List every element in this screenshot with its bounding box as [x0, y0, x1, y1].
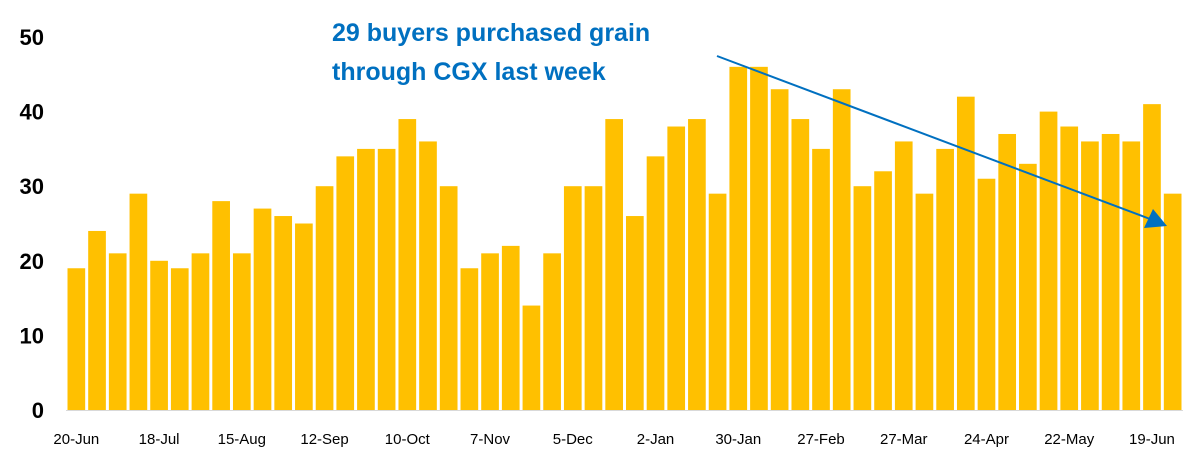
bar [253, 208, 272, 410]
x-tick-label: 22-May [1044, 431, 1095, 448]
bar [501, 245, 520, 410]
annotation-arrow-line [716, 55, 1151, 220]
bar [295, 223, 313, 410]
x-tick-label: 2-Jan [637, 431, 675, 448]
bar [584, 186, 603, 410]
bar [998, 133, 1017, 411]
bar [1019, 163, 1037, 410]
bar [150, 260, 168, 410]
bar [936, 148, 954, 410]
bar [812, 148, 830, 410]
bar [750, 66, 768, 410]
bar [667, 126, 686, 411]
annotation-arrow-head [1144, 209, 1167, 228]
bar [377, 148, 396, 410]
bar [315, 186, 334, 410]
bar [791, 119, 810, 410]
bar [191, 253, 210, 410]
bar [874, 171, 892, 410]
x-tick-label: 5-Dec [553, 431, 594, 448]
bar [1122, 141, 1141, 410]
y-tick-label: 50 [20, 25, 44, 50]
bar [212, 201, 230, 410]
bar [894, 141, 913, 410]
bar [832, 89, 851, 410]
bar [626, 216, 644, 410]
x-tick-label: 30-Jan [715, 431, 761, 448]
bar [605, 119, 623, 410]
bar [108, 253, 127, 410]
bar [170, 268, 189, 410]
x-tick-label: 12-Sep [300, 431, 348, 448]
bar [439, 186, 458, 410]
x-axis-ticks: 20-Jun 18-Jul 15-Aug 12-Sep 10-Oct 7-Nov 5-Dec… [53, 431, 1175, 448]
bar [88, 230, 106, 410]
bar [956, 96, 975, 411]
x-tick-label: 27-Feb [797, 431, 845, 448]
bar [129, 193, 148, 410]
x-tick-label: 18-Jul [139, 431, 180, 448]
bars [67, 66, 1182, 411]
bar [522, 305, 541, 410]
x-tick-label: 10-Oct [385, 431, 431, 448]
bar [274, 216, 293, 410]
y-tick-label: 0 [32, 398, 44, 423]
y-tick-label: 40 [20, 100, 44, 125]
y-axis-ticks: 0 10 20 30 40 50 [20, 25, 44, 423]
bar [1081, 141, 1099, 410]
y-tick-label: 10 [20, 323, 44, 348]
bar [481, 253, 499, 410]
bar [915, 193, 934, 410]
x-tick-label: 15-Aug [218, 431, 266, 448]
bar [853, 186, 872, 410]
bar [460, 268, 479, 410]
bar [232, 253, 251, 410]
x-tick-label: 7-Nov [470, 431, 511, 448]
bar [708, 193, 727, 410]
bar [419, 141, 437, 410]
bar [1101, 133, 1120, 411]
x-tick-label: 24-Apr [964, 431, 1009, 448]
bar [67, 268, 86, 410]
bar [543, 253, 561, 410]
bar [1163, 193, 1182, 410]
x-tick-label: 27-Mar [880, 431, 928, 448]
y-tick-label: 20 [20, 249, 44, 274]
x-tick-label: 19-Jun [1129, 431, 1175, 448]
x-tick-label: 20-Jun [53, 431, 99, 448]
annotation-line2: through CGX last week [332, 58, 606, 86]
bar [357, 148, 375, 410]
bar [398, 119, 417, 410]
bar [770, 89, 789, 410]
bar [688, 119, 706, 410]
annotation-line1: 29 buyers purchased grain [332, 19, 650, 47]
bar [563, 186, 582, 410]
bar [336, 156, 355, 410]
bar [646, 156, 665, 410]
bar [729, 66, 748, 410]
bar [1143, 104, 1161, 410]
bar [977, 178, 996, 410]
bar [1039, 111, 1058, 410]
bar [1060, 126, 1079, 411]
y-tick-label: 30 [20, 174, 44, 199]
